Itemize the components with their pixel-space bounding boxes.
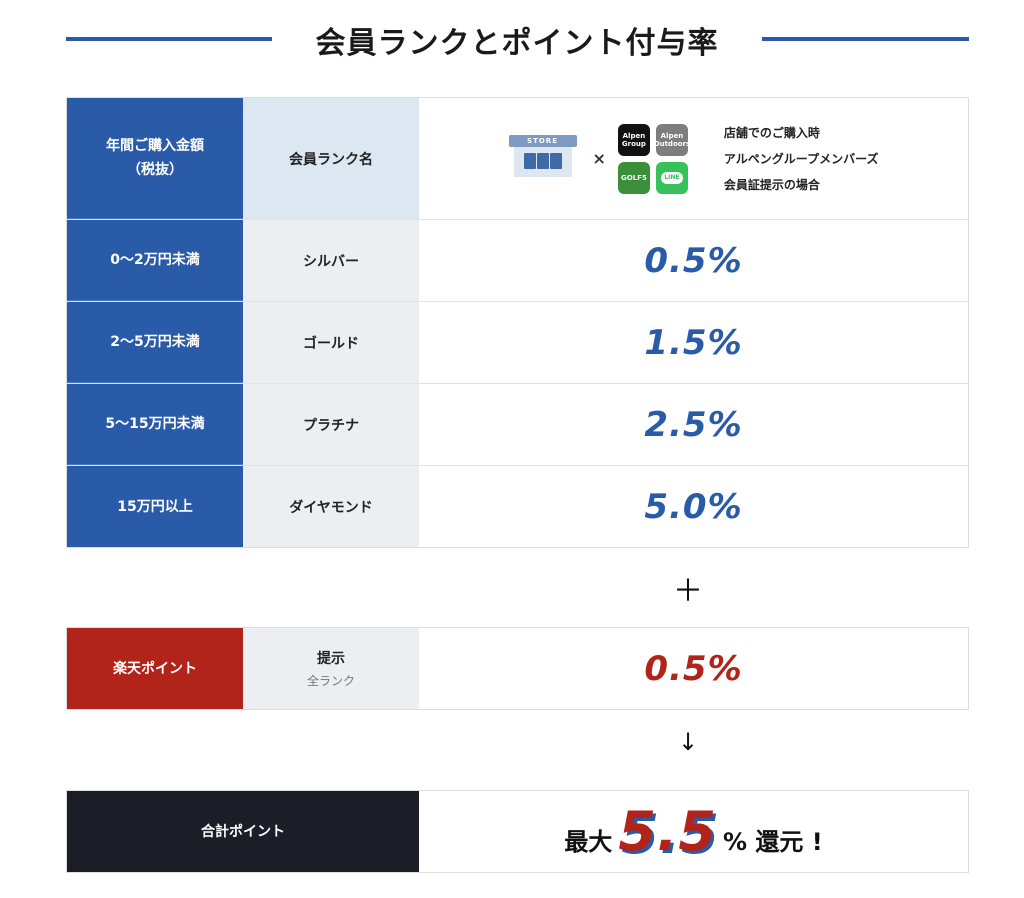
alpen-group-app-icon: Alpen Group: [617, 123, 650, 156]
arrow-down-icon: ↓: [677, 728, 699, 756]
rate-value: 5.0%: [644, 486, 743, 527]
member-card-note: 店舗でのご購入時 アルペングループメンバーズ 会員証提示の場合: [723, 125, 879, 192]
rakuten-label-cell: 楽天ポイント: [67, 628, 243, 709]
rank-row-diamond: 15万円以上 ダイヤモンド 5.0%: [67, 465, 968, 547]
header-amount-label: 年間ご購入金額: [106, 138, 204, 154]
total-point-row: 合計ポイント 最大 5.5 % 還元 !: [66, 790, 969, 873]
rate-value: 1.5%: [644, 322, 743, 363]
total-value: 5.5: [618, 800, 717, 863]
total-prefix: 最大: [564, 828, 613, 856]
rate-cell: 0.5%: [419, 220, 968, 301]
rank-name-cell: シルバー: [243, 220, 419, 301]
title-rule-right: [762, 37, 969, 41]
plus-icon: ＋: [673, 574, 703, 609]
rakuten-condition-sub: 全ランク: [306, 674, 355, 688]
rank-name-cell: ダイヤモンド: [243, 466, 419, 547]
rakuten-point-row: 楽天ポイント 提示 全ランク 0.5%: [66, 627, 969, 710]
rate-value: 2.5%: [644, 404, 743, 445]
amount-cell: 5〜15万円未満: [67, 384, 243, 465]
rakuten-condition-cell: 提示 全ランク: [243, 628, 419, 709]
amount-cell: 15万円以上: [67, 466, 243, 547]
header-condition-cell: STORE × Alpen Group Alpen Outdoors GOLF5 L…: [419, 98, 968, 219]
header-amount-tax-note: （税抜）: [127, 162, 183, 178]
golf5-app-icon: GOLF5: [617, 161, 650, 194]
rank-name-cell: プラチナ: [243, 384, 419, 465]
rate-value: 0.5%: [644, 240, 743, 281]
total-value-cell: 最大 5.5 % 還元 !: [419, 791, 968, 872]
total-label-cell: 合計ポイント: [67, 791, 419, 872]
line-app-icon: LINE: [655, 161, 688, 194]
table-header-row: 年間ご購入金額 （税抜） 会員ランク名 STORE × Alpen Group: [67, 98, 968, 219]
page-title: 会員ランクとポイント付与率: [315, 26, 719, 61]
alpen-outdoors-app-icon: Alpen Outdoors: [654, 123, 690, 156]
amount-cell: 2〜5万円未満: [67, 302, 243, 383]
rate-cell: 2.5%: [419, 384, 968, 465]
rank-name-cell: ゴールド: [243, 302, 419, 383]
title-rule-left: [66, 37, 272, 41]
rank-table: 年間ご購入金額 （税抜） 会員ランク名 STORE × Alpen Group: [66, 97, 969, 548]
rank-row-gold: 2〜5万円未満 ゴールド 1.5%: [67, 301, 968, 383]
rakuten-rate-value: 0.5%: [644, 648, 743, 689]
app-icons: Alpen Group Alpen Outdoors GOLF5 LINE: [617, 123, 690, 194]
rate-cell: 1.5%: [419, 302, 968, 383]
header-amount-cell: 年間ご購入金額 （税抜）: [67, 98, 243, 219]
rank-row-platinum: 5〜15万円未満 プラチナ 2.5%: [67, 383, 968, 465]
section-title: 会員ランクとポイント付与率: [0, 14, 1024, 64]
total-suffix: % 還元 !: [722, 828, 823, 856]
amount-cell: 0〜2万円未満: [67, 220, 243, 301]
rakuten-condition: 提示: [316, 651, 345, 667]
times-icon: ×: [592, 149, 606, 168]
rate-cell: 5.0%: [419, 466, 968, 547]
header-rank-cell: 会員ランク名: [243, 98, 419, 219]
store-icon: STORE: [508, 134, 577, 183]
rakuten-rate-cell: 0.5%: [419, 628, 968, 709]
rank-row-silver: 0〜2万円未満 シルバー 0.5%: [67, 219, 968, 301]
